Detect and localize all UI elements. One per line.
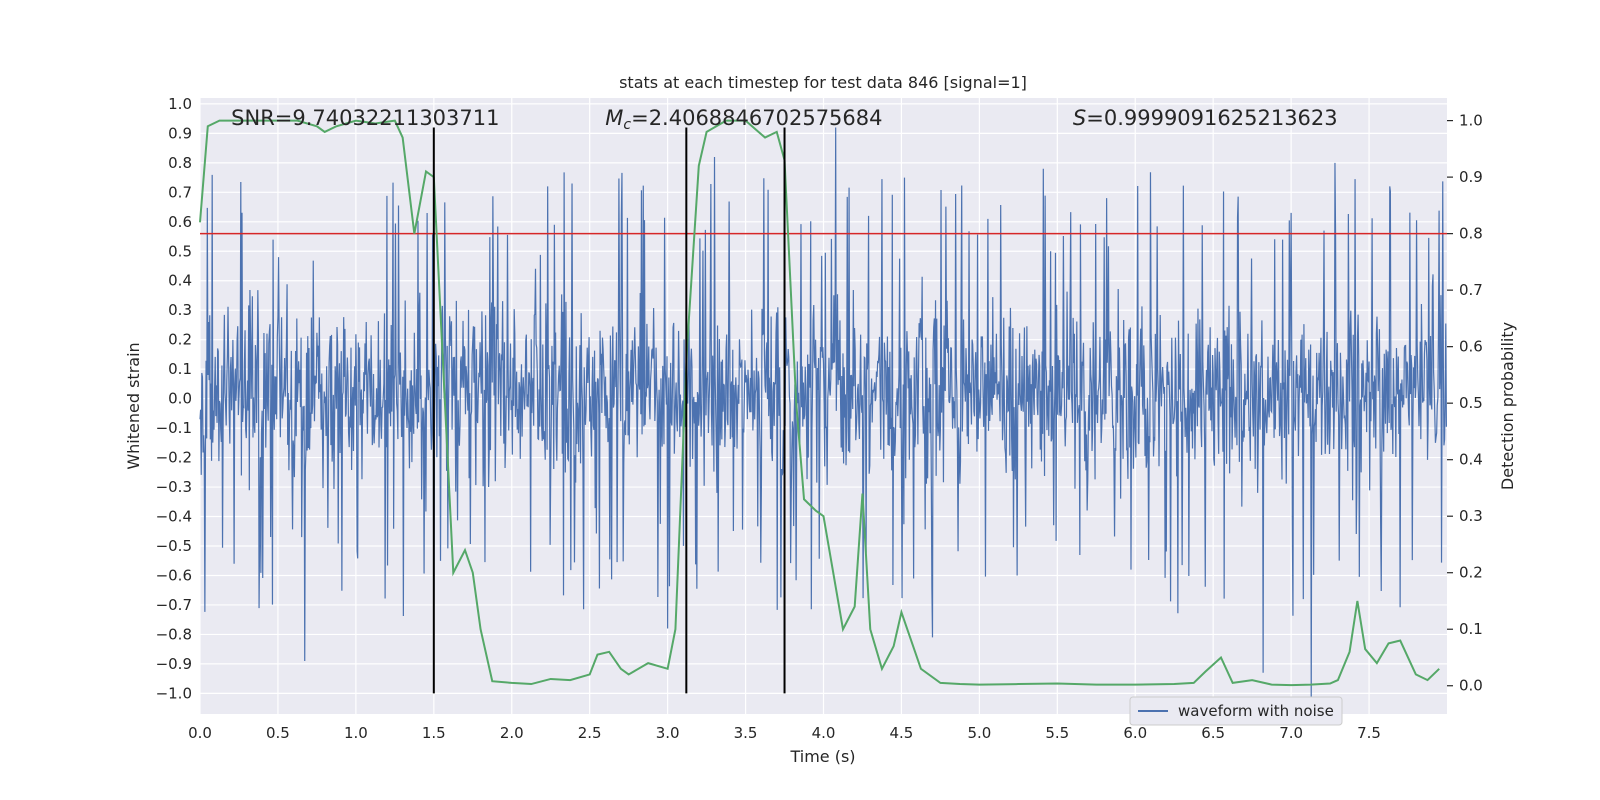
y-left-tick-label-16: −0.6	[156, 566, 192, 584]
x-tick-label-2: 1.0	[344, 724, 368, 742]
strain-trace	[199, 127, 1447, 700]
y-left-tick-label-11: −0.1	[156, 419, 192, 437]
annotation-chirp-mass-value: =2.4068846702575684	[631, 106, 882, 130]
x-tick-label-11: 5.5	[1045, 724, 1069, 742]
y-left-tick-label-2: 0.8	[168, 154, 192, 172]
y-left-tick-label-13: −0.3	[156, 478, 192, 496]
y-right-axis-ticks: 1.0 0.9 0.8 0.7 0.6 0.5 0.4 0.3 0.2 0.1 0.0	[1447, 112, 1483, 695]
x-tick-label-0: 0.0	[188, 724, 212, 742]
x-tick-label-4: 2.0	[500, 724, 524, 742]
y-left-tick-label-4: 0.6	[168, 213, 192, 231]
y-left-tick-label-12: −0.2	[156, 449, 192, 467]
y-right-tick-label-7: 0.3	[1459, 507, 1483, 525]
y-right-tick-label-10: 0.0	[1459, 677, 1483, 695]
y-left-tick-label-15: −0.5	[156, 537, 192, 555]
x-tick-label-6: 3.0	[656, 724, 680, 742]
annotation-snr: SNR=9.74032211303711	[231, 106, 499, 130]
y-left-axis-ticks: 1.0 0.9 0.8 0.7 0.6 0.5 0.4 0.3 0.2 0.1 0.0 −0.1 −0.…	[156, 95, 192, 702]
y-right-tick-label-1: 0.9	[1459, 168, 1483, 186]
y-right-tick-label-5: 0.5	[1459, 394, 1483, 412]
y-right-tick-label-0: 1.0	[1459, 112, 1483, 130]
series-detection-probability	[199, 119, 1440, 687]
y-left-tick-label-5: 0.5	[168, 242, 192, 260]
annotation-chirp-mass-subscript: c	[623, 117, 631, 133]
y-right-tick-label-2: 0.8	[1459, 225, 1483, 243]
x-tick-label-1: 0.5	[266, 724, 290, 742]
legend-box	[1129, 696, 1343, 726]
y-right-tick-label-8: 0.2	[1459, 564, 1483, 582]
x-axis-ticks: 0.0 0.5 1.0 1.5 2.0 2.5 3.0 3.5 4.0 4.5 5.0 5.5 6.0 6…	[188, 724, 1381, 742]
y-left-axis-label: Whitened strain	[124, 342, 143, 469]
y-left-tick-label-0: 1.0	[168, 95, 192, 113]
chart-title: stats at each timestep for test data 846…	[619, 73, 1027, 92]
x-tick-label-5: 2.5	[578, 724, 602, 742]
y-left-tick-label-18: −0.8	[156, 625, 192, 643]
y-left-tick-label-14: −0.4	[156, 508, 192, 526]
y-right-axis-label: Detection probability	[1498, 322, 1517, 490]
y-left-tick-label-1: 0.9	[168, 124, 192, 142]
y-left-tick-label-19: −0.9	[156, 655, 192, 673]
y-left-tick-label-9: 0.1	[168, 360, 192, 378]
y-right-tick-label-4: 0.6	[1459, 338, 1483, 356]
y-left-tick-label-7: 0.3	[168, 301, 192, 319]
y-right-tick-label-6: 0.4	[1459, 451, 1483, 469]
x-tick-label-8: 4.0	[812, 724, 836, 742]
annotation-s: S=0.9999091625213623	[1073, 106, 1338, 130]
x-axis-label: Time (s)	[789, 747, 855, 766]
x-tick-label-10: 5.0	[967, 724, 991, 742]
y-right-tick-label-3: 0.7	[1459, 281, 1483, 299]
annotation-chirp-mass-symbol: M	[605, 106, 623, 130]
annotation-chirp-mass: Mc=2.4068846702575684	[605, 106, 882, 133]
y-left-tick-label-6: 0.4	[168, 272, 192, 290]
y-left-tick-label-3: 0.7	[168, 183, 192, 201]
x-tick-label-14: 7.0	[1279, 724, 1303, 742]
y-left-tick-label-8: 0.2	[168, 331, 192, 349]
x-tick-label-3: 1.5	[422, 724, 446, 742]
detection-probability-line	[199, 119, 1440, 687]
legend-label-waveform-with-noise: waveform with noise	[1178, 702, 1334, 720]
y-right-tick-label-9: 0.1	[1459, 620, 1483, 638]
series-waveform-with-noise	[199, 127, 1447, 700]
y-left-tick-label-17: −0.7	[156, 596, 192, 614]
annotations: SNR=9.74032211303711 Mc=2.40688467025756…	[231, 106, 1337, 133]
x-tick-label-12: 6.0	[1123, 724, 1147, 742]
annotation-s-symbol: S	[1073, 106, 1086, 130]
x-tick-label-9: 4.5	[890, 724, 914, 742]
annotation-s-value: =0.9999091625213623	[1086, 106, 1337, 130]
event-markers	[432, 127, 786, 694]
x-tick-label-15: 7.5	[1357, 724, 1381, 742]
y-left-tick-label-10: 0.0	[168, 390, 192, 408]
y-left-tick-label-20: −1.0	[156, 684, 192, 702]
legend: waveform with noise	[1129, 696, 1343, 726]
x-tick-label-13: 6.5	[1201, 724, 1225, 742]
x-tick-label-7: 3.5	[734, 724, 758, 742]
